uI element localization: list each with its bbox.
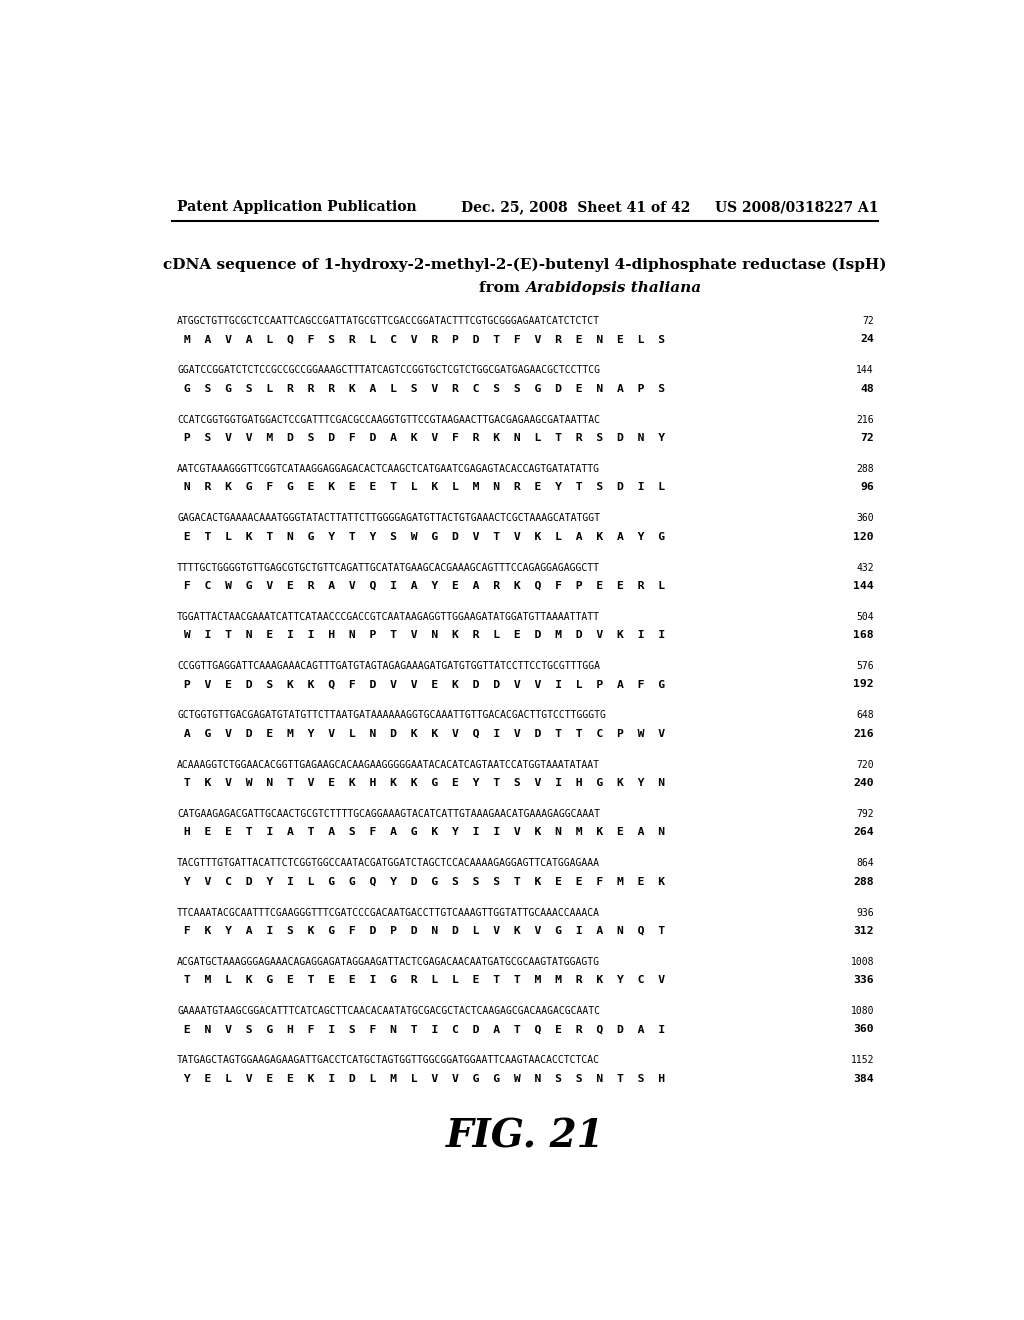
Text: 216: 216	[853, 729, 873, 739]
Text: 288: 288	[856, 463, 873, 474]
Text: 240: 240	[853, 777, 873, 788]
Text: ATGGCTGTTGCGCTCCAATTCAGCCGATTATGCGTTCGACCGGATACTTTCGTGCGGGAGAATCATCTCTCT: ATGGCTGTTGCGCTCCAATTCAGCCGATTATGCGTTCGAC…	[177, 315, 600, 326]
Text: GCTGGTGTTGACGAGATGTATGTTCTTAATGATAAAAAAGGTGCAAATTGTTGACACGACTTGTCCTTGGGTG: GCTGGTGTTGACGAGATGTATGTTCTTAATGATAAAAAAG…	[177, 710, 606, 721]
Text: 1152: 1152	[851, 1056, 873, 1065]
Text: US 2008/0318227 A1: US 2008/0318227 A1	[715, 201, 879, 214]
Text: 264: 264	[853, 828, 873, 837]
Text: CCATCGGTGGTGATGGACTCCGATTTCGACGCCAAGGTGTTCCGTAAGAACTTGACGAGAAGCGATAATTAC: CCATCGGTGGTGATGGACTCCGATTTCGACGCCAAGGTGT…	[177, 414, 600, 425]
Text: 336: 336	[853, 975, 873, 985]
Text: 1080: 1080	[851, 1006, 873, 1016]
Text: 216: 216	[856, 414, 873, 425]
Text: Y  V  C  D  Y  I  L  G  G  Q  Y  D  G  S  S  S  T  K  E  E  F  M  E  K: Y V C D Y I L G G Q Y D G S S S T K E E …	[177, 876, 666, 887]
Text: 864: 864	[856, 858, 873, 869]
Text: TTTTGCTGGGGTGTTGAGCGTGCTGTTCAGATTGCATATGAAGCACGAAAGCAGTTTCCAGAGGAGAGGCTT: TTTTGCTGGGGTGTTGAGCGTGCTGTTCAGATTGCATATG…	[177, 562, 600, 573]
Text: 360: 360	[856, 513, 873, 523]
Text: TGGATTACTAACGAAATCATTCATAACCCGACCGTCAATAAGAGGTTGGAAGATATGGATGTTAAAATTATT: TGGATTACTAACGAAATCATTCATAACCCGACCGTCAATA…	[177, 611, 600, 622]
Text: TACGTTTGTGATTACATTCTCGGTGGCCAATACGATGGATCTAGCTCCACAAAAGAGGAGTTCATGGAGAAA: TACGTTTGTGATTACATTCTCGGTGGCCAATACGATGGAT…	[177, 858, 600, 869]
Text: 288: 288	[853, 876, 873, 887]
Text: A  G  V  D  E  M  Y  V  L  N  D  K  K  V  Q  I  V  D  T  T  C  P  W  V: A G V D E M Y V L N D K K V Q I V D T T …	[177, 729, 666, 739]
Text: 72: 72	[860, 433, 873, 444]
Text: P  S  V  V  M  D  S  D  F  D  A  K  V  F  R  K  N  L  T  R  S  D  N  Y: P S V V M D S D F D A K V F R K N L T R …	[177, 433, 666, 444]
Text: CCGGTTGAGGATTCAAAGAAACAGTTTGATGTAGTAGAGAAAGATGATGTGGTTATCCTTCCTGCGTTTGGA: CCGGTTGAGGATTCAAAGAAACAGTTTGATGTAGTAGAGA…	[177, 661, 600, 671]
Text: 432: 432	[856, 562, 873, 573]
Text: 96: 96	[860, 482, 873, 492]
Text: TATGAGCTAGTGGAAGAGAAGATTGACCTCATGCTAGTGGTTGGCGGATGGAATTCAAGTAACACCTCTCAC: TATGAGCTAGTGGAAGAGAAGATTGACCTCATGCTAGTGG…	[177, 1056, 600, 1065]
Text: 360: 360	[853, 1024, 873, 1035]
Text: T  M  L  K  G  E  T  E  E  I  G  R  L  L  E  T  T  M  M  R  K  Y  C  V: T M L K G E T E E I G R L L E T T M M R …	[177, 975, 666, 985]
Text: H  E  E  T  I  A  T  A  S  F  A  G  K  Y  I  I  V  K  N  M  K  E  A  N: H E E T I A T A S F A G K Y I I V K N M …	[177, 828, 666, 837]
Text: 168: 168	[853, 630, 873, 640]
Text: E  T  L  K  T  N  G  Y  T  Y  S  W  G  D  V  T  V  K  L  A  K  A  Y  G: E T L K T N G Y T Y S W G D V T V K L A …	[177, 532, 666, 541]
Text: cDNA sequence of 1-hydroxy-2-methyl-2-(E)-butenyl 4-diphosphate reductase (IspH): cDNA sequence of 1-hydroxy-2-methyl-2-(E…	[163, 257, 887, 272]
Text: 120: 120	[853, 532, 873, 541]
Text: TTCAAATACGCAATTTCGAAGGGTTTCGATCCCGACAATGACCTTGTCAAAGTTGGTATTGCAAACCAAACA: TTCAAATACGCAATTTCGAAGGGTTTCGATCCCGACAATG…	[177, 908, 600, 917]
Text: 48: 48	[860, 384, 873, 393]
Text: 192: 192	[853, 680, 873, 689]
Text: T  K  V  W  N  T  V  E  K  H  K  K  G  E  Y  T  S  V  I  H  G  K  Y  N: T K V W N T V E K H K K G E Y T S V I H …	[177, 777, 666, 788]
Text: 72: 72	[862, 315, 873, 326]
Text: 24: 24	[860, 334, 873, 345]
Text: 312: 312	[853, 925, 873, 936]
Text: 144: 144	[856, 366, 873, 375]
Text: from: from	[478, 281, 524, 296]
Text: 720: 720	[856, 760, 873, 770]
Text: 384: 384	[853, 1073, 873, 1084]
Text: Dec. 25, 2008  Sheet 41 of 42: Dec. 25, 2008 Sheet 41 of 42	[461, 201, 690, 214]
Text: N  R  K  G  F  G  E  K  E  E  T  L  K  L  M  N  R  E  Y  T  S  D  I  L: N R K G F G E K E E T L K L M N R E Y T …	[177, 482, 666, 492]
Text: ACAAAGGTCTGGAACACGGTTGAGAAGCACAAGAAGGGGGAATACACATCAGTAATCCATGGTAAATATAAT: ACAAAGGTCTGGAACACGGTTGAGAAGCACAAGAAGGGGG…	[177, 760, 600, 770]
Text: F  K  Y  A  I  S  K  G  F  D  P  D  N  D  L  V  K  V  G  I  A  N  Q  T: F K Y A I S K G F D P D N D L V K V G I …	[177, 925, 666, 936]
Text: Patent Application Publication: Patent Application Publication	[177, 201, 417, 214]
Text: 648: 648	[856, 710, 873, 721]
Text: GAAAATGTAAGCGGACATTTCATCAGCTTCAACACAATATGCGACGCTACTCAAGAGCGACAAGACGCAATC: GAAAATGTAAGCGGACATTTCATCAGCTTCAACACAATAT…	[177, 1006, 600, 1016]
Text: Arabidopsis thaliana: Arabidopsis thaliana	[524, 281, 700, 296]
Text: FIG. 21: FIG. 21	[445, 1117, 604, 1155]
Text: 936: 936	[856, 908, 873, 917]
Text: 1008: 1008	[851, 957, 873, 966]
Text: GGATCCGGATCTCTCCGCCGCCGGAAAGCTTTATCAGTCCGGTGCTCGTCTGGCGATGAGAACGCTCCTTCG: GGATCCGGATCTCTCCGCCGCCGGAAAGCTTTATCAGTCC…	[177, 366, 600, 375]
Text: 576: 576	[856, 661, 873, 671]
Text: 144: 144	[853, 581, 873, 591]
Text: F  C  W  G  V  E  R  A  V  Q  I  A  Y  E  A  R  K  Q  F  P  E  E  R  L: F C W G V E R A V Q I A Y E A R K Q F P …	[177, 581, 666, 591]
Text: GAGACACTGAAAACAAATGGGTATACTTATTCTTGGGGAGATGTTACTGTGAAACTCGCTAAAGCATATGGT: GAGACACTGAAAACAAATGGGTATACTTATTCTTGGGGAG…	[177, 513, 600, 523]
Text: G  S  G  S  L  R  R  R  K  A  L  S  V  R  C  S  S  G  D  E  N  A  P  S: G S G S L R R R K A L S V R C S S G D E …	[177, 384, 666, 393]
Text: P  V  E  D  S  K  K  Q  F  D  V  V  E  K  D  D  V  V  I  L  P  A  F  G: P V E D S K K Q F D V V E K D D V V I L …	[177, 680, 666, 689]
Text: 792: 792	[856, 809, 873, 818]
Text: Y  E  L  V  E  E  K  I  D  L  M  L  V  V  G  G  W  N  S  S  N  T  S  H: Y E L V E E K I D L M L V V G G W N S S …	[177, 1073, 666, 1084]
Text: AATCGTAAAGGGTTCGGTCATAAGGAGGAGACACTCAAGCTCATGAATCGAGAGTACACCAGTGATATATTG: AATCGTAAAGGGTTCGGTCATAAGGAGGAGACACTCAAGC…	[177, 463, 600, 474]
Text: ACGATGCTAAAGGGAGAAACAGAGGAGATAGGAAGATTACTCGAGACAACAATGATGCGCAAGTATGGAGTG: ACGATGCTAAAGGGAGAAACAGAGGAGATAGGAAGATTAC…	[177, 957, 600, 966]
Text: W  I  T  N  E  I  I  H  N  P  T  V  N  K  R  L  E  D  M  D  V  K  I  I: W I T N E I I H N P T V N K R L E D M D …	[177, 630, 666, 640]
Text: CATGAAGAGACGATTGCAACTGCGTCTTTTGCAGGAAAGTACATCATTGTAAAGAACATGAAAGAGGCAAAT: CATGAAGAGACGATTGCAACTGCGTCTTTTGCAGGAAAGT…	[177, 809, 600, 818]
Text: M  A  V  A  L  Q  F  S  R  L  C  V  R  P  D  T  F  V  R  E  N  E  L  S: M A V A L Q F S R L C V R P D T F V R E …	[177, 334, 666, 345]
Text: 504: 504	[856, 611, 873, 622]
Text: E  N  V  S  G  H  F  I  S  F  N  T  I  C  D  A  T  Q  E  R  Q  D  A  I: E N V S G H F I S F N T I C D A T Q E R …	[177, 1024, 666, 1035]
